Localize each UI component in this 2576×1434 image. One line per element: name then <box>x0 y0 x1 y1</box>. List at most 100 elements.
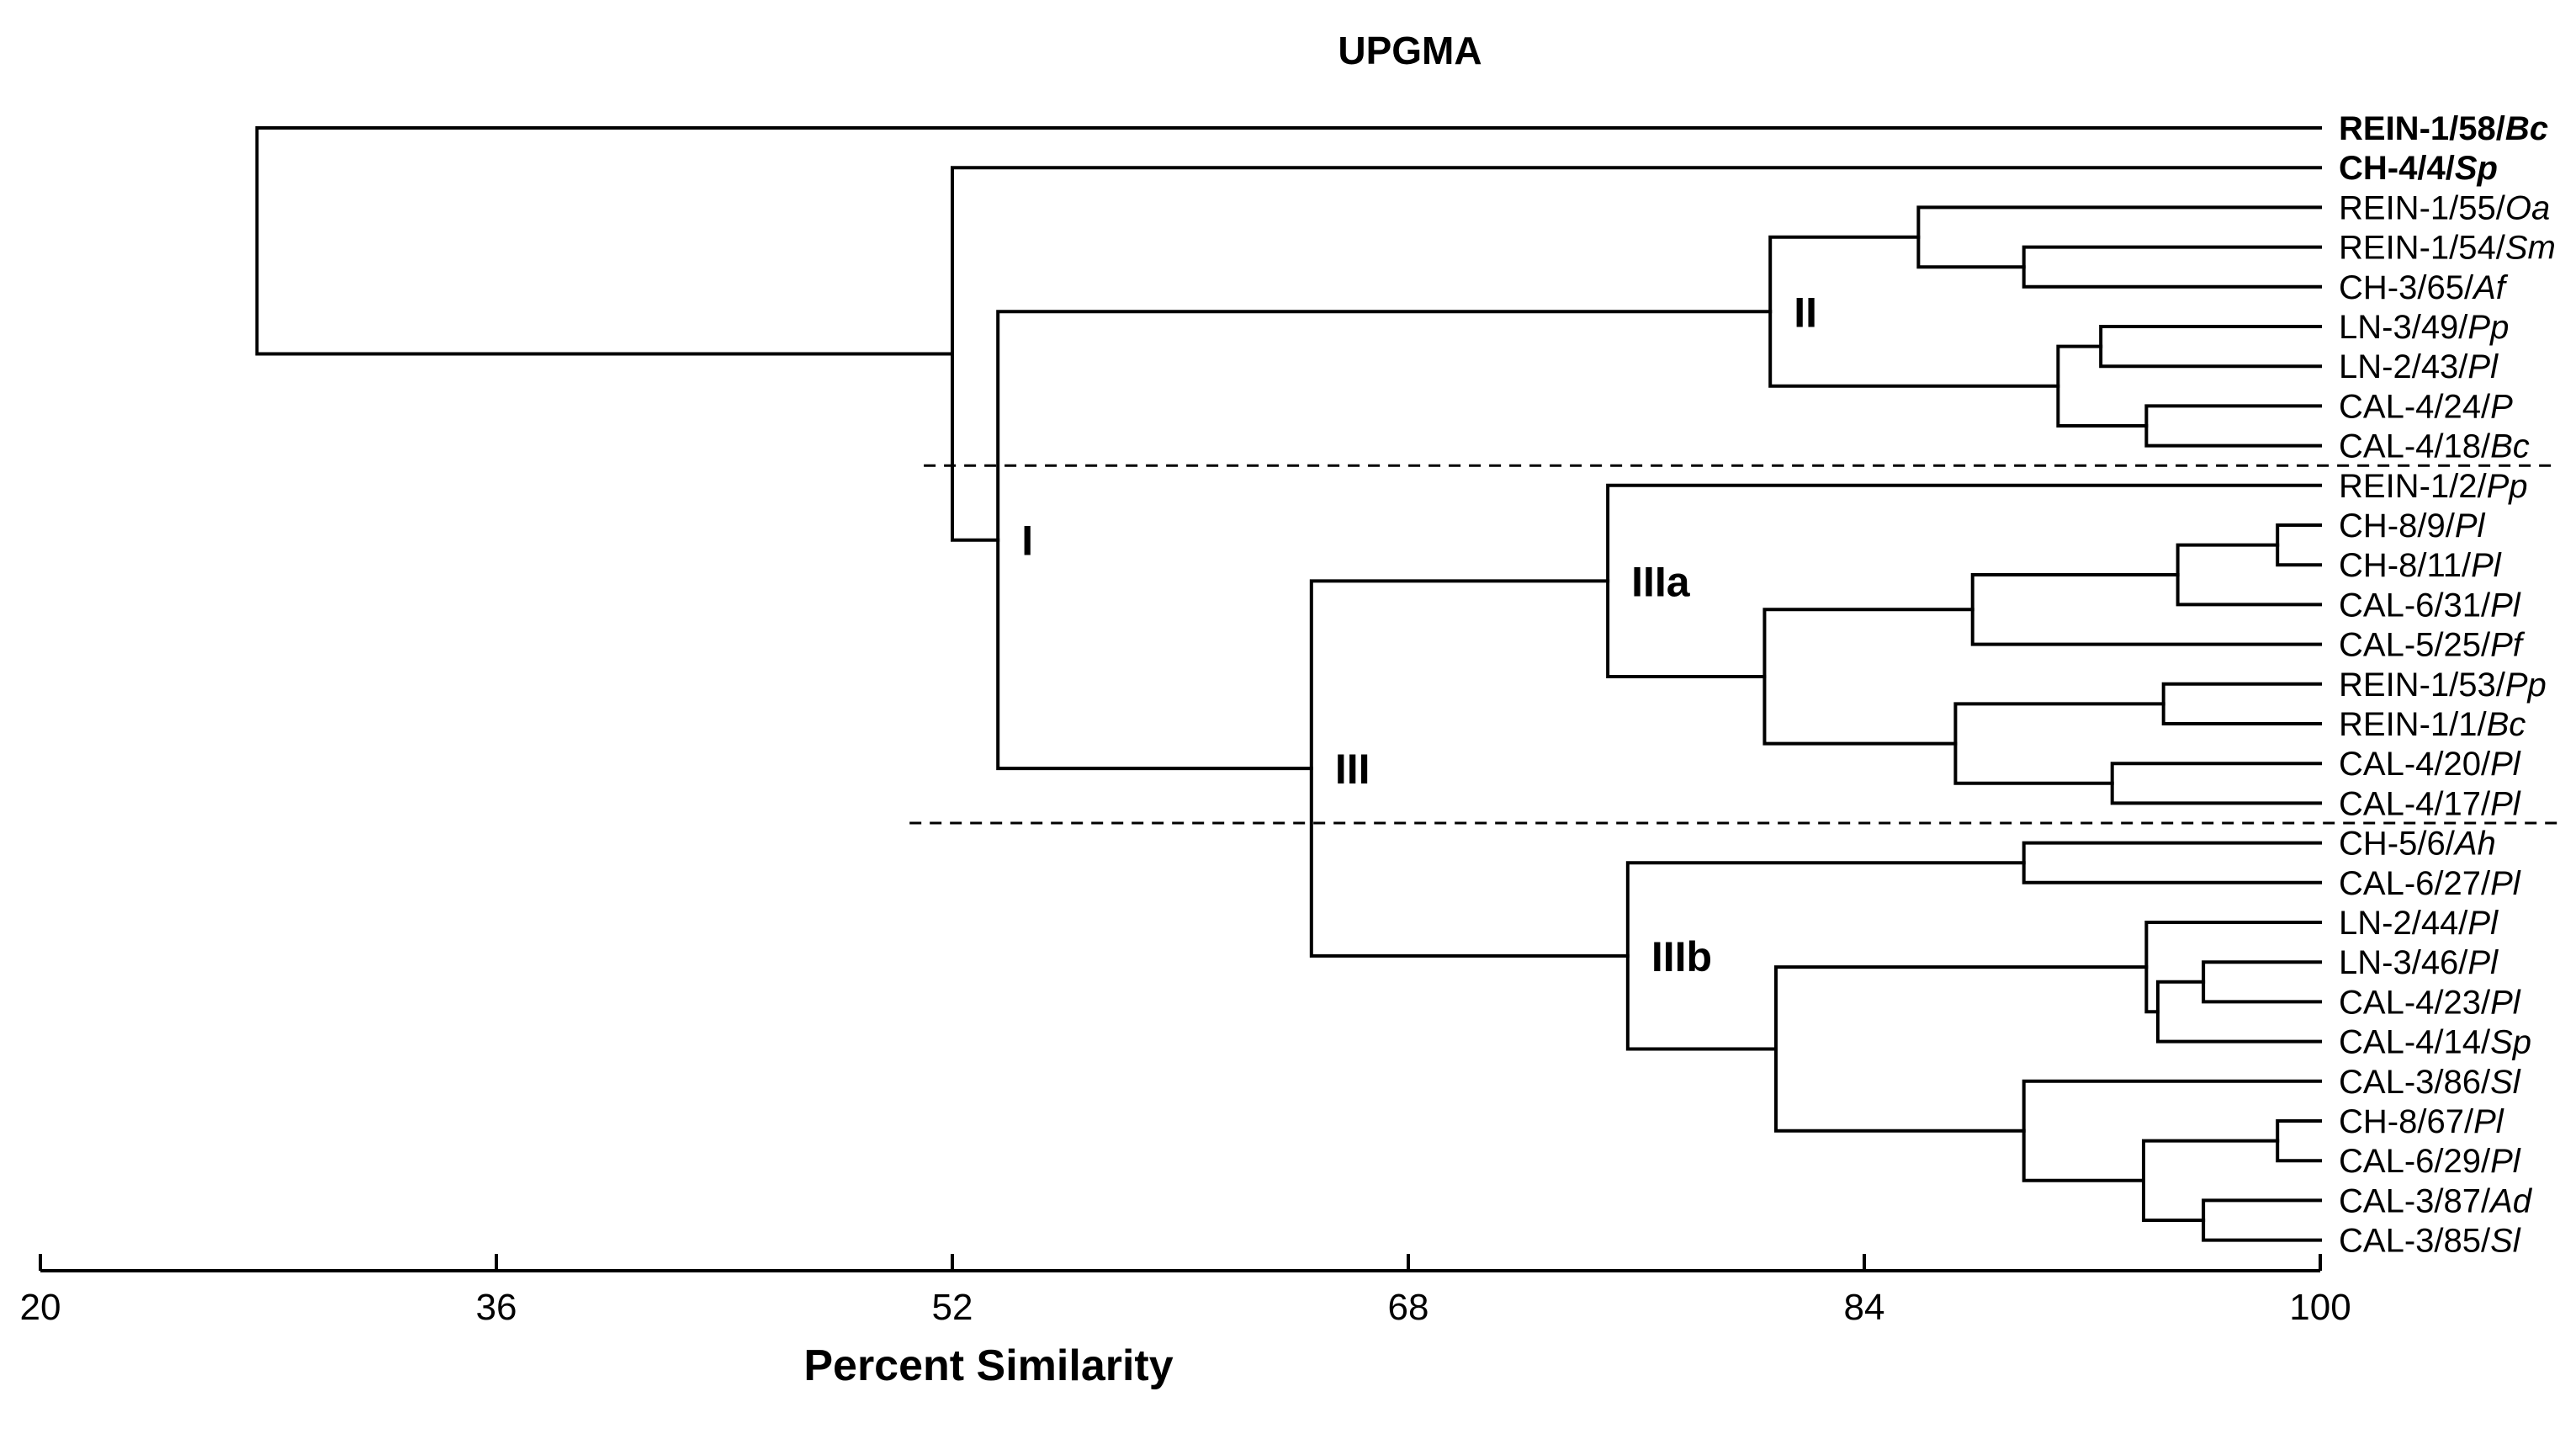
dendrogram-branch-d <box>2202 1198 2322 1242</box>
leaf-label: CAL-5/25/Pf <box>2339 627 2526 664</box>
leaf-isolate-id: CH-4/4/ <box>2339 150 2455 187</box>
leaf-species: Bc <box>2490 428 2530 465</box>
dendrogram-branch-a <box>2276 523 2322 567</box>
leaf-isolate-id: CH-3/65/ <box>2339 269 2474 306</box>
leaf-species: Pl <box>2490 785 2521 822</box>
leaf-isolate-id: LN-2/44/ <box>2339 905 2468 942</box>
leaf-label: REIN-1/54/Sm <box>2339 230 2556 267</box>
leaf-isolate-id: LN-3/49/ <box>2339 309 2468 346</box>
leaf-species: Sl <box>2490 1223 2521 1260</box>
leaf-label: CH-4/4/Sp <box>2339 150 2498 187</box>
leaf-isolate-id: CAL-5/25/ <box>2339 627 2491 664</box>
leaf-label: CAL-4/18/Bc <box>2339 428 2530 465</box>
leaf-species: Pp <box>2467 309 2509 346</box>
dendrogram-branch-r <box>1953 702 2165 785</box>
leaf-isolate-id: CH-8/11/ <box>2339 547 2472 584</box>
leaf-species: Oa <box>2505 189 2550 226</box>
leaf-species: Pl <box>2490 587 2521 624</box>
leaf-species: Pl <box>2467 348 2499 385</box>
leaf-label: CAL-4/20/Pl <box>2339 746 2521 783</box>
x-axis: 20 36 52 68 84 100 <box>20 1254 2351 1328</box>
leaf-species: Sm <box>2505 230 2556 267</box>
x-tick-label: 100 <box>2289 1287 2351 1328</box>
leaf-label: REIN-1/1/Bc <box>2339 706 2526 743</box>
dendrogram-branches <box>255 126 2322 1242</box>
dendrogram-branch-e <box>2176 543 2322 607</box>
leaf-label: CH-8/9/Pl <box>2339 507 2485 544</box>
leaf-isolate-id: CAL-3/86/ <box>2339 1064 2491 1101</box>
leaf-label: REIN-1/55/Oa <box>2339 189 2550 226</box>
leaf-label: CAL-3/85/Sl <box>2339 1223 2521 1260</box>
leaf-species: Pp <box>2505 667 2547 704</box>
leaf-label: REIN-1/53/Pp <box>2339 667 2547 704</box>
leaf-label: LN-3/49/Pp <box>2339 309 2509 346</box>
dendrogram-branch-x <box>1606 483 2322 678</box>
leaf-isolate-id: CH-5/6/ <box>2339 826 2456 863</box>
leaf-isolate-id: CAL-4/23/ <box>2339 984 2491 1021</box>
leaf-label: CH-8/11/Pl <box>2339 547 2502 584</box>
leaf-species: Pl <box>2473 1103 2504 1140</box>
leaf-isolate-id: CAL-6/31/ <box>2339 587 2491 624</box>
cluster-label-IIIb: IIIb <box>1651 933 1712 980</box>
dendrogram-branch-h <box>2144 921 2322 1014</box>
dendrogram-branch-g <box>2144 404 2322 448</box>
leaf-isolate-id: CAL-3/85/ <box>2339 1223 2491 1260</box>
leaf-species: Pl <box>2490 1143 2521 1180</box>
leaf-label: CAL-4/17/Pl <box>2339 785 2521 822</box>
dendrogram-branch-b <box>2276 1119 2322 1163</box>
leaf-label: CAL-6/27/Pl <box>2339 865 2521 902</box>
cluster-label-IIIa: IIIa <box>1631 558 1691 605</box>
leaf-species: Ad <box>2489 1182 2533 1219</box>
dendrogram-branch-k <box>2110 762 2322 805</box>
dendrogram-branch-i <box>2161 682 2322 725</box>
dendrogram-branch-j <box>2141 1139 2280 1222</box>
dendrogram-branch-o <box>2022 841 2322 884</box>
x-tick-label: 68 <box>1388 1287 1429 1328</box>
leaf-label: CH-5/6/Ah <box>2339 826 2496 863</box>
leaf-isolate-id: CH-8/67/ <box>2339 1103 2474 1140</box>
leaf-isolate-id: REIN-1/1/ <box>2339 706 2487 743</box>
x-tick-label: 52 <box>932 1287 973 1328</box>
dendrogram-branch-l <box>2099 325 2322 369</box>
leaf-label: CAL-3/86/Sl <box>2339 1064 2521 1101</box>
leaf-species: Pl <box>2455 507 2486 544</box>
leaf-species: Af <box>2472 269 2509 306</box>
cluster-label-II: II <box>1794 289 1817 336</box>
leaf-label: CAL-6/31/Pl <box>2339 587 2521 624</box>
chart-title: UPGMA <box>1338 29 1481 72</box>
leaf-isolate-id: CAL-4/24/ <box>2339 388 2491 425</box>
dendrogram-branch-c <box>2202 960 2322 1004</box>
leaf-isolate-id: CH-8/9/ <box>2339 507 2456 544</box>
dendrogram-branch-z <box>996 310 1773 771</box>
dendrogram-branch-p <box>2022 1079 2322 1182</box>
leaf-label: CH-3/65/Af <box>2339 269 2509 306</box>
leaf-label: CAL-4/14/Sp <box>2339 1024 2531 1061</box>
leaf-label: CH-8/67/Pl <box>2339 1103 2504 1140</box>
leaf-species: Bc <box>2505 110 2548 147</box>
leaf-label: LN-3/46/Pl <box>2339 944 2499 981</box>
leaf-label: CAL-4/24/P <box>2339 388 2513 425</box>
x-tick-label: 36 <box>476 1287 517 1328</box>
leaf-species: P <box>2490 388 2513 425</box>
leaf-species: Pf <box>2490 627 2526 664</box>
leaf-isolate-id: CAL-4/17/ <box>2339 785 2491 822</box>
leaf-species: Pl <box>2490 984 2521 1021</box>
leaf-species: Pl <box>2471 547 2502 584</box>
leaf-species: Pl <box>2490 746 2521 783</box>
dendrogram-branch-f <box>2155 980 2322 1044</box>
cluster-label-I: I <box>1021 518 1033 565</box>
leaf-isolate-id: REIN-1/58/ <box>2339 110 2505 147</box>
leaf-species: Pl <box>2467 944 2499 981</box>
dendrogram-branch-q <box>1970 573 2322 646</box>
cluster-cutoff-lines <box>909 464 2557 825</box>
leaf-species: Bc <box>2487 706 2526 743</box>
leaf-species: Pl <box>2467 905 2499 942</box>
cluster-label-III: III <box>1335 746 1370 793</box>
leaf-isolate-id: REIN-1/55/ <box>2339 189 2506 226</box>
dendrogram-branch-s <box>1916 205 2322 269</box>
dendrogram-branch-root <box>255 126 2322 356</box>
leaf-label: REIN-1/58/Bc <box>2339 110 2548 147</box>
leaf-isolate-id: CAL-3/87/ <box>2339 1182 2491 1219</box>
